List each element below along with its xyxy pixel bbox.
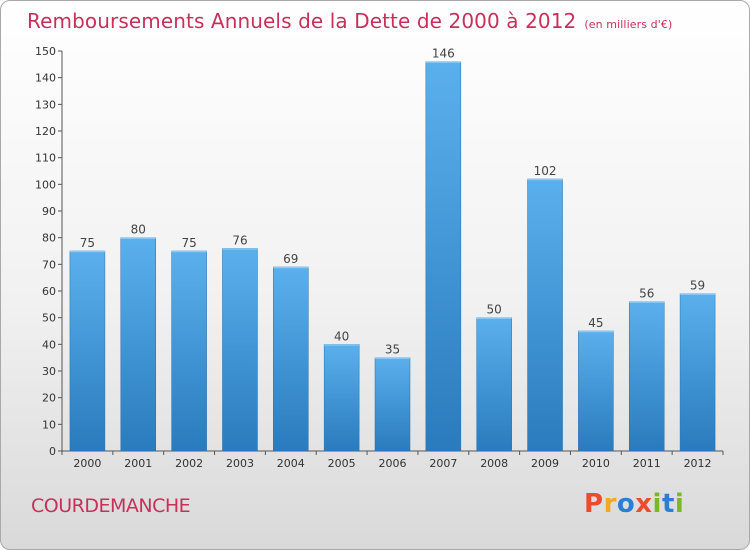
y-tick-label: 90 — [42, 205, 56, 218]
logo-letter: x — [635, 489, 653, 519]
data-label: 76 — [232, 233, 247, 247]
proxiti-logo: Proxiti — [584, 489, 684, 519]
y-tick-label: 80 — [42, 232, 56, 245]
x-tick-label: 2002 — [175, 457, 203, 470]
axes: 0 10 20 30 40 50 60 70 80 90 100 110 120 130 140 150 200… — [35, 45, 724, 470]
bar — [679, 293, 716, 452]
logo-letter: i — [674, 489, 685, 519]
bar — [323, 344, 360, 452]
y-tick-label: 150 — [35, 45, 56, 58]
x-tick-label: 2001 — [124, 457, 152, 470]
x-tick-label: 2010 — [582, 457, 610, 470]
data-label: 40 — [334, 329, 349, 343]
bar — [222, 248, 258, 452]
y-tick-label: 30 — [42, 365, 56, 378]
chart-subtitle: (en milliers d'€) — [584, 18, 673, 31]
x-tick-label: 2011 — [633, 457, 661, 470]
logo-letter: P — [584, 489, 604, 519]
data-label: 50 — [487, 303, 502, 317]
y-tick-label: 120 — [35, 125, 56, 138]
bar — [476, 317, 512, 452]
x-tick-label: 2008 — [480, 457, 508, 470]
data-label: 75 — [80, 236, 95, 250]
bar — [578, 330, 614, 452]
y-tick-label: 140 — [35, 72, 56, 85]
data-label: 69 — [283, 252, 298, 266]
data-label: 35 — [385, 343, 400, 357]
x-tick-label: 2009 — [531, 457, 559, 470]
logo-letter: t — [661, 489, 675, 519]
x-tick-label: 2012 — [684, 457, 712, 470]
logo-letter: i — [652, 489, 662, 519]
x-tick-label: 2004 — [277, 457, 305, 470]
y-tick-label: 70 — [42, 258, 56, 271]
data-label: 102 — [534, 164, 557, 178]
y-tick-label: 10 — [42, 418, 56, 431]
bar — [628, 301, 665, 452]
bar — [374, 357, 411, 452]
bar — [171, 250, 207, 452]
x-tick-label: 2000 — [73, 457, 101, 470]
y-tick-label: 60 — [42, 285, 56, 298]
data-label: 56 — [639, 287, 654, 301]
data-label: 146 — [432, 47, 455, 61]
x-tick-label: 2007 — [429, 457, 457, 470]
bar — [527, 178, 563, 452]
x-tick-label: 2006 — [379, 457, 407, 470]
x-tick-label: 2005 — [328, 457, 356, 470]
bar — [273, 266, 309, 452]
y-tick-label: 110 — [35, 152, 56, 165]
chart-title: Remboursements Annuels de la Dette de 20… — [27, 9, 672, 33]
bars — [69, 61, 716, 452]
data-label: 80 — [131, 223, 146, 237]
x-tick-label: 2003 — [226, 457, 254, 470]
bar — [425, 61, 462, 452]
data-label: 75 — [181, 236, 196, 250]
logo-letter: o — [616, 489, 636, 519]
data-label: 59 — [690, 279, 705, 293]
place-name: COURDEMANCHE — [31, 495, 191, 517]
y-tick-label: 20 — [42, 392, 56, 405]
data-label: 45 — [588, 316, 603, 330]
y-tick-label: 100 — [35, 178, 56, 191]
chart-title-text: Remboursements Annuels de la Dette de 20… — [27, 9, 577, 33]
y-tick-label: 130 — [35, 98, 56, 111]
logo-letter: r — [603, 489, 617, 519]
y-tick-label: 0 — [49, 445, 56, 458]
bar — [120, 237, 157, 452]
y-tick-label: 40 — [42, 338, 56, 351]
data-labels: 75 80 75 76 69 40 35 146 50 102 45 56 59 — [80, 47, 705, 357]
bar — [69, 250, 106, 452]
y-tick-label: 50 — [42, 312, 56, 325]
